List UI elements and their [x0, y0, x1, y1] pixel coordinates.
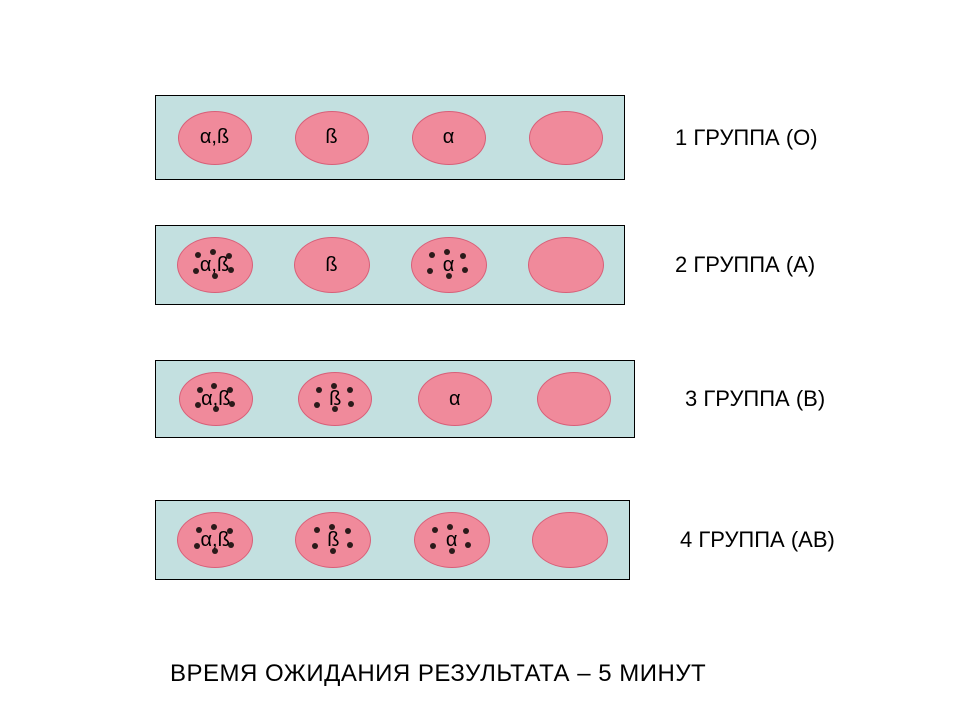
well: α,ß [177, 237, 253, 293]
well-label: α,ß [201, 388, 230, 411]
agglutination-dot [193, 268, 199, 274]
well: ß [295, 111, 369, 165]
agglutination-dot [316, 387, 322, 393]
agglutination-dot [347, 387, 353, 393]
agglutination-dot [460, 253, 466, 259]
agglutination-dot [430, 543, 436, 549]
agglutination-dot [194, 543, 200, 549]
row-group-3: α,ß ß α 3 ГРУППА (B) [155, 360, 825, 438]
plate-group-4: α,ß ß α [155, 500, 630, 580]
plate-group-1: α,ß ß α [155, 95, 625, 180]
label-group-4: 4 ГРУППА (AB) [680, 527, 835, 553]
agglutination-dot [427, 268, 433, 274]
well-label: ß [325, 254, 337, 277]
row-group-2: α,ß ß α 2 ГРУППА (A) [155, 225, 815, 305]
well: α,ß [179, 372, 253, 426]
agglutination-dot [312, 543, 318, 549]
well: α [411, 237, 487, 293]
plate-group-2: α,ß ß α [155, 225, 625, 305]
agglutination-dot [345, 528, 351, 534]
diagram-canvas: α,ß ß α 1 ГРУППА (O) α,ß ß α 2 ГРУППА (A) α,… [0, 0, 960, 720]
well: α [412, 111, 486, 165]
well-label: ß [325, 126, 337, 149]
well [528, 237, 604, 293]
well: α [418, 372, 492, 426]
agglutination-dot [429, 252, 435, 258]
footer-text: ВРЕМЯ ОЖИДАНИЯ РЕЗУЛЬТАТА – 5 МИНУТ [170, 660, 706, 688]
well: ß [294, 237, 370, 293]
well [529, 111, 603, 165]
row-group-4: α,ß ß α 4 ГРУППА (AB) [155, 500, 835, 580]
well-label: α,ß [200, 529, 229, 552]
agglutination-dot [314, 402, 320, 408]
well: ß [295, 512, 371, 568]
well-label: α,ß [200, 126, 229, 149]
well-label: α [443, 126, 455, 149]
agglutination-dot [432, 527, 438, 533]
agglutination-dot [348, 401, 354, 407]
row-group-1: α,ß ß α 1 ГРУППА (O) [155, 95, 818, 180]
agglutination-dot [462, 267, 468, 273]
agglutination-dot [314, 527, 320, 533]
well-label: ß [327, 529, 339, 552]
well: ß [298, 372, 372, 426]
plate-group-3: α,ß ß α [155, 360, 635, 438]
label-group-1: 1 ГРУППА (O) [675, 125, 818, 151]
well: α [414, 512, 490, 568]
agglutination-dot [463, 528, 469, 534]
agglutination-dot [347, 542, 353, 548]
well: α,ß [178, 111, 252, 165]
label-group-3: 3 ГРУППА (B) [685, 386, 825, 412]
well-label: α,ß [200, 254, 229, 277]
well-label: α [449, 388, 461, 411]
well-label: α [443, 254, 455, 277]
agglutination-dot [195, 402, 201, 408]
label-group-2: 2 ГРУППА (A) [675, 252, 815, 278]
well: α,ß [177, 512, 253, 568]
well [537, 372, 611, 426]
agglutination-dot [465, 542, 471, 548]
well-label: α [446, 529, 458, 552]
well [532, 512, 608, 568]
well-label: ß [329, 388, 341, 411]
